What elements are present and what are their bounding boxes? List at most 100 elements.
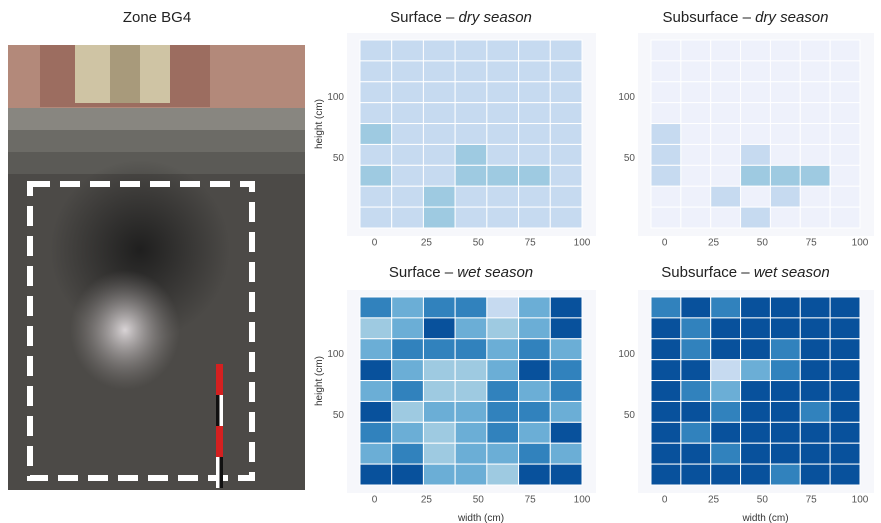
heat-cell [518, 81, 551, 104]
y-tick-label: 100 [327, 92, 344, 103]
heat-cell [391, 463, 424, 486]
step [8, 130, 305, 152]
heat-cell [549, 338, 583, 361]
x-tick-label: 25 [421, 238, 433, 249]
heat-cell [549, 296, 583, 319]
heat-cell [740, 81, 771, 104]
heat-cell [710, 164, 742, 187]
heat-cell [391, 400, 424, 423]
heat-cell [829, 296, 861, 319]
y-tick-label: 50 [624, 153, 636, 164]
heat-cell [740, 359, 771, 382]
heat-cell [359, 206, 393, 229]
heat-cell [486, 206, 520, 229]
heat-cell [769, 463, 801, 486]
heat-cell [549, 359, 583, 382]
heat-cell [359, 123, 393, 145]
heat-cell [454, 39, 488, 62]
heat-cell [549, 123, 583, 145]
heat-cell [549, 206, 583, 229]
heat-cell [710, 143, 742, 166]
heat-cell [769, 185, 801, 208]
heat-cell [650, 81, 682, 104]
title-season: wet season [457, 264, 533, 281]
heat-cell [799, 81, 831, 104]
heat-cell [650, 380, 682, 402]
heat-cell [549, 421, 583, 444]
heat-cell [549, 400, 583, 423]
heat-cell [740, 463, 771, 486]
x-axis-label: width (cm) [741, 513, 788, 523]
heat-cell [740, 442, 771, 465]
heat-cell [680, 317, 712, 340]
chart-title: Subsurface – wet season [661, 264, 829, 281]
heat-cell [359, 39, 393, 62]
heat-cell [769, 39, 801, 62]
title-main: Subsurface – [661, 264, 750, 281]
heat-cell [359, 102, 393, 125]
heat-cell [454, 400, 488, 423]
heat-cell [391, 359, 424, 382]
heat-cell [391, 81, 424, 104]
heat-cell [422, 39, 456, 62]
heat-cell [829, 60, 861, 83]
heat-cell [680, 338, 712, 361]
heat-cell [650, 400, 682, 423]
heat-cell [359, 296, 393, 319]
heat-cell [650, 143, 682, 166]
heat-cell [650, 296, 682, 319]
heat-cell [486, 463, 520, 486]
heat-cell [518, 421, 551, 444]
heat-cell [391, 39, 424, 62]
heat-cell [422, 143, 456, 166]
y-tick-label: 50 [333, 153, 345, 164]
heat-cell [391, 164, 424, 187]
chart-title: Surface – wet season [389, 264, 533, 281]
heat-cell [680, 185, 712, 208]
heat-cell [518, 338, 551, 361]
heat-cell [359, 421, 393, 444]
heat-cell [829, 39, 861, 62]
heat-cell [518, 359, 551, 382]
heat-cell [454, 338, 488, 361]
heat-cell [680, 206, 712, 229]
heat-cell [680, 463, 712, 486]
heat-cell [740, 400, 771, 423]
heat-cell [740, 185, 771, 208]
heat-cell [549, 185, 583, 208]
heat-cell [486, 164, 520, 187]
heat-cell [829, 400, 861, 423]
heat-cell [650, 123, 682, 145]
photo-caption: Zone BG4 [123, 9, 191, 26]
heat-cell [359, 81, 393, 104]
heat-cell [518, 463, 551, 486]
door-post [110, 45, 140, 103]
heat-cell [680, 442, 712, 465]
heat-cell [799, 400, 831, 423]
heat-cell [359, 317, 393, 340]
heat-cell [740, 380, 771, 402]
heat-cell [710, 102, 742, 125]
heat-cell [829, 185, 861, 208]
heat-cell [710, 400, 742, 423]
x-tick-label: 50 [473, 495, 485, 506]
heat-cell [740, 143, 771, 166]
heat-cell [680, 102, 712, 125]
heat-cell [829, 164, 861, 187]
heat-cell [422, 296, 456, 319]
heat-cell [549, 463, 583, 486]
pale-patch [70, 270, 180, 390]
heat-cell [829, 421, 861, 444]
heat-cell [422, 164, 456, 187]
heat-cell [454, 102, 488, 125]
heat-cell [829, 317, 861, 340]
heat-cell [650, 317, 682, 340]
heat-cell [422, 206, 456, 229]
heat-cell [391, 296, 424, 319]
heat-cell [359, 60, 393, 83]
heat-cell [518, 380, 551, 402]
heat-cell [650, 206, 682, 229]
heat-cell [486, 400, 520, 423]
heat-cell [549, 102, 583, 125]
